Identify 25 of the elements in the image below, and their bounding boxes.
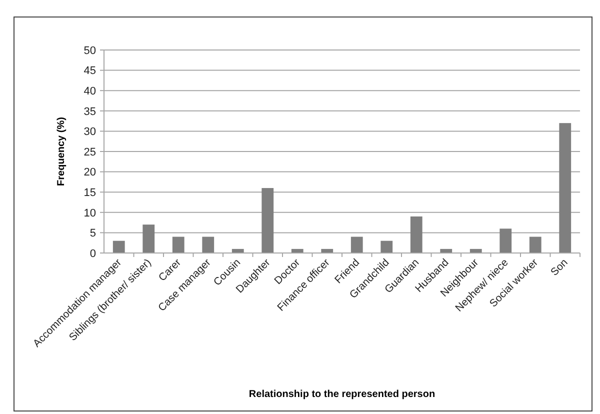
bar — [380, 240, 393, 253]
bar — [262, 188, 274, 253]
y-tick-label: 30 — [84, 126, 96, 138]
y-tick-label: 50 — [84, 44, 96, 57]
bar — [112, 240, 125, 253]
y-tick-label: 35 — [84, 106, 96, 118]
y-tick-label: 25 — [84, 146, 96, 158]
x-tick-label: Son — [548, 256, 570, 278]
y-tick-label: 40 — [84, 85, 96, 98]
y-tick-label: 20 — [84, 166, 96, 179]
bar — [559, 123, 572, 253]
y-tick-label: 10 — [84, 207, 96, 220]
bar — [350, 236, 363, 253]
bar — [500, 228, 512, 253]
y-tick-label: 15 — [84, 186, 96, 199]
bar — [202, 236, 214, 253]
bar — [529, 236, 542, 253]
y-tick-label: 5 — [90, 228, 96, 240]
bar — [142, 224, 155, 253]
bar — [410, 216, 422, 253]
bar — [172, 236, 184, 253]
y-tick-label: 0 — [90, 248, 96, 260]
y-axis-title: Frequency (%) — [56, 117, 67, 186]
x-axis-title: Relationship to the represented person — [248, 389, 436, 400]
y-tick-label: 45 — [84, 65, 96, 78]
